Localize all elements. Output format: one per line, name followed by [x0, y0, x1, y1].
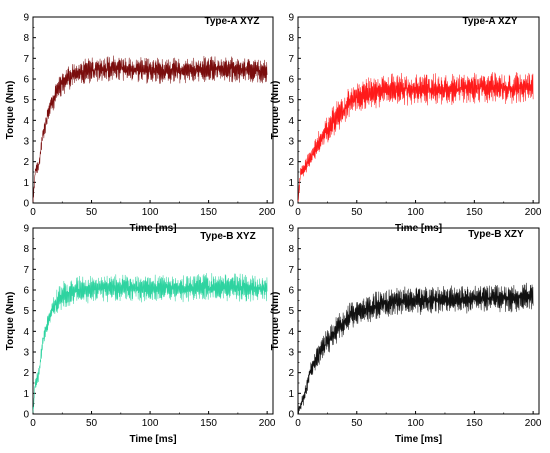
y-axis-label: Torque (Nm) — [270, 292, 281, 351]
x-tick-label: 50 — [86, 207, 98, 218]
y-tick-label: 9 — [288, 13, 294, 24]
plot-frame — [32, 16, 274, 204]
x-tick-label: 150 — [466, 418, 483, 429]
y-tick-label: 2 — [288, 368, 294, 379]
chart-panel-4: 0 1 2 3 4 5 6 7 8 9 0 50 100 150 200 Time [ms] Torque (N… — [270, 224, 542, 446]
x-tick-label: 0 — [30, 207, 36, 218]
y-tick-label: 6 — [23, 75, 29, 86]
y-tick-label: 2 — [288, 157, 294, 168]
torque-series-line — [297, 282, 534, 415]
y-tick-label: 3 — [23, 137, 29, 148]
y-axis-label: Torque (Nm) — [270, 81, 281, 140]
y-tick-label: 9 — [23, 13, 29, 24]
y-tick-label: 5 — [288, 95, 294, 106]
x-axis-label: Time [ms] — [129, 434, 176, 445]
y-tick-label: 6 — [23, 286, 29, 297]
y-tick-label: 0 — [23, 410, 29, 421]
y-tick-label: 0 — [288, 199, 294, 210]
plot-frame — [32, 227, 274, 415]
y-tick-label: 5 — [288, 306, 294, 317]
y-tick-label: 7 — [23, 54, 29, 65]
panel-title: Type-A XYZ — [204, 16, 259, 27]
y-tick-label: 7 — [288, 54, 294, 65]
y-tick-label: 3 — [288, 348, 294, 359]
torque-series-line — [297, 72, 534, 202]
torque-series-line — [32, 273, 268, 413]
y-axis-label: Torque (Nm) — [5, 81, 16, 140]
x-tick-label: 0 — [30, 418, 36, 429]
y-tick-label: 8 — [23, 244, 29, 255]
plot-frame — [297, 16, 540, 204]
plot-frame — [297, 227, 540, 415]
y-tick-label: 8 — [23, 33, 29, 44]
x-tick-label: 200 — [525, 418, 542, 429]
x-tick-label: 150 — [466, 207, 483, 218]
x-tick-label: 100 — [142, 207, 159, 218]
panel-title: Type-A XZY — [462, 16, 517, 27]
y-tick-label: 6 — [288, 286, 294, 297]
x-tick-label: 100 — [407, 418, 424, 429]
torque-series-line — [32, 55, 268, 203]
x-tick-label: 200 — [525, 207, 542, 218]
x-tick-label: 100 — [407, 207, 424, 218]
y-tick-label: 1 — [23, 389, 29, 400]
x-tick-label: 200 — [259, 207, 276, 218]
y-tick-label: 3 — [23, 348, 29, 359]
y-tick-label: 7 — [23, 265, 29, 276]
x-tick-label: 0 — [295, 207, 301, 218]
y-tick-label: 3 — [288, 137, 294, 148]
y-tick-label: 4 — [288, 116, 294, 127]
chart-panel-3: 0 1 2 3 4 5 6 7 8 9 0 50 100 150 200 Time [ms] Torque (N… — [5, 224, 276, 446]
y-tick-label: 8 — [288, 33, 294, 44]
y-tick-label: 6 — [288, 75, 294, 86]
x-tick-label: 50 — [351, 207, 363, 218]
panel-title: Type-B XZY — [468, 229, 524, 240]
x-tick-label: 200 — [259, 418, 276, 429]
y-tick-label: 0 — [288, 410, 294, 421]
y-tick-label: 0 — [23, 199, 29, 210]
y-tick-label: 5 — [23, 95, 29, 106]
y-tick-label: 1 — [288, 178, 294, 189]
y-axis-label: Torque (Nm) — [5, 292, 16, 351]
y-tick-label: 9 — [288, 224, 294, 235]
y-tick-label: 7 — [288, 265, 294, 276]
panel-title: Type-B XYZ — [200, 231, 255, 242]
y-tick-label: 4 — [23, 327, 29, 338]
x-tick-label: 150 — [200, 418, 217, 429]
y-tick-label: 5 — [23, 306, 29, 317]
x-tick-label: 150 — [200, 207, 217, 218]
y-tick-label: 1 — [288, 389, 294, 400]
x-axis-label: Time [ms] — [395, 434, 442, 445]
y-tick-label: 2 — [23, 157, 29, 168]
x-tick-label: 0 — [295, 418, 301, 429]
x-tick-label: 50 — [86, 418, 98, 429]
y-tick-label: 1 — [23, 178, 29, 189]
x-tick-label: 50 — [351, 418, 363, 429]
y-tick-label: 8 — [288, 244, 294, 255]
x-tick-label: 100 — [142, 418, 159, 429]
y-tick-label: 9 — [23, 224, 29, 235]
y-tick-label: 4 — [288, 327, 294, 338]
y-tick-label: 4 — [23, 116, 29, 127]
y-tick-label: 2 — [23, 368, 29, 379]
